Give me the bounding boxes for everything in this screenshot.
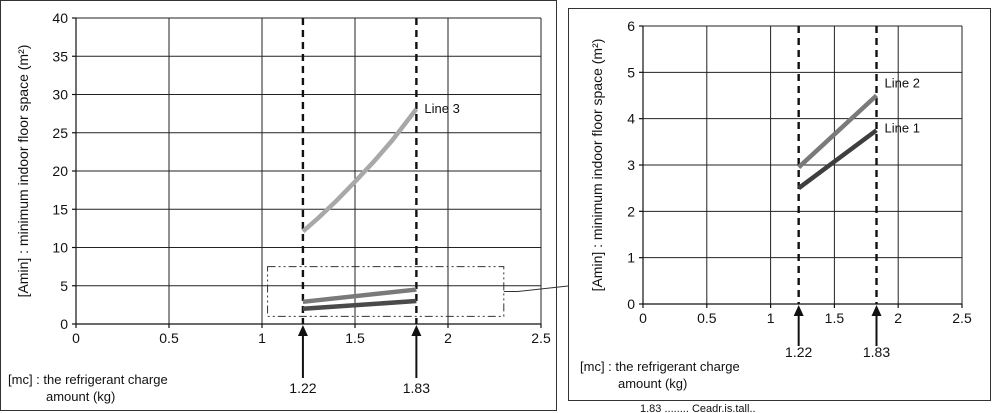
y-axis-title: [Amin] : minimum indoor floor space (m²) (15, 45, 31, 298)
y-axis-title: [Amin] : minimum indoor floor space (m²) (589, 39, 605, 292)
y-tick-label: 2 (627, 203, 635, 219)
series-label: Line 2 (885, 76, 920, 91)
series-label: Line 1 (885, 120, 920, 135)
x-axis-title-line2: amount (kg) (46, 389, 115, 404)
series-line (301, 107, 419, 234)
x-tick-label: 1.5 (345, 330, 365, 346)
x-tick-label: 0.5 (159, 330, 179, 346)
y-tick-label: 20 (52, 163, 68, 179)
x-tick-label: 0 (639, 310, 647, 326)
y-tick-label: 0 (60, 316, 68, 332)
x-axis-title-line1: [mc] : the refrigerant charge (580, 359, 740, 374)
marker-arrow-head (297, 325, 308, 336)
x-tick-label: 2.5 (531, 330, 551, 346)
y-tick-label: 5 (627, 64, 635, 80)
marker-label: 1.22 (289, 380, 316, 396)
marker-label: 1.83 (403, 380, 430, 396)
marker-arrow-head (411, 325, 422, 336)
y-tick-label: 4 (627, 111, 635, 127)
zoom-region-box (267, 266, 505, 317)
y-tick-label: 1 (627, 250, 635, 266)
x-tick-label: 1 (767, 310, 775, 326)
y-tick-label: 30 (52, 87, 68, 103)
x-tick-label: 2 (894, 310, 902, 326)
x-tick-label: 1 (258, 330, 266, 346)
y-tick-label: 25 (52, 125, 68, 141)
x-tick-label: 2 (444, 330, 452, 346)
series-line (797, 128, 878, 190)
cropped-footer-text: 1.83 ........ Ceadr.is.tall.. (640, 403, 756, 413)
left-panel-frame (0, 0, 557, 411)
right-panel-frame (568, 8, 991, 401)
y-tick-label: 35 (52, 48, 68, 64)
x-tick-label: 0 (72, 330, 80, 346)
marker-label: 1.22 (785, 344, 812, 360)
marker-arrow-head (871, 305, 882, 316)
left-chart: 0 0.5 1 1.5 2 2.5 0 5 10 15 20 25 30 35 40 [Amin] : min… (8, 10, 551, 404)
series-line (302, 298, 417, 311)
x-axis-title-line1: [mc] : the refrigerant charge (8, 372, 168, 387)
zoom-connector-line (503, 285, 569, 292)
y-tick-label: 3 (627, 157, 635, 173)
series-line (797, 93, 879, 169)
y-tick-label: 6 (627, 18, 635, 34)
x-tick-label: 2.5 (952, 310, 972, 326)
y-tick-label: 10 (52, 240, 68, 256)
y-tick-label: 0 (627, 296, 635, 312)
x-tick-label: 0.5 (697, 310, 717, 326)
x-axis-title-line2: amount (kg) (618, 376, 687, 391)
y-tick-label: 15 (52, 201, 68, 217)
x-tick-label: 1.5 (825, 310, 845, 326)
marker-label: 1.83 (863, 344, 890, 360)
series-label: Line 3 (424, 101, 459, 116)
y-tick-label: 5 (60, 278, 68, 294)
right-chart: 0 0.5 1 1.5 2 2.5 0 1 2 3 4 5 6 [Amin] : minimum indo… (580, 18, 972, 391)
y-tick-label: 40 (52, 10, 68, 26)
series-line (302, 287, 417, 305)
marker-arrow-head (793, 305, 804, 316)
